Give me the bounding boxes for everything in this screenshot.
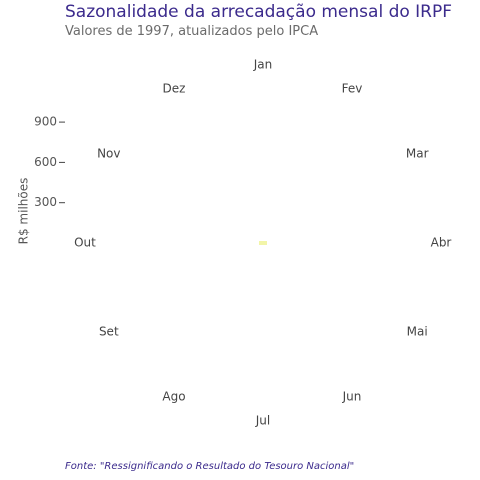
chart-title: Sazonalidade da arrecadação mensal do IR… (65, 2, 453, 22)
y-tick-label-300: 300 (34, 195, 57, 209)
month-label-fev: Fev (342, 81, 363, 95)
y-axis-title: R$ milhões (17, 178, 31, 245)
month-label-ago: Ago (162, 390, 185, 404)
month-label-jul: Jul (255, 414, 270, 428)
month-label-nov: Nov (97, 147, 120, 161)
month-label-jun: Jun (342, 390, 362, 404)
center-marker (259, 241, 267, 245)
center-marker-group (259, 241, 267, 245)
source-caption: Fonte: "Ressignificando o Resultado do T… (65, 461, 355, 472)
month-label-out: Out (74, 236, 96, 250)
y-tick-label-900: 900 (34, 115, 57, 129)
month-label-jan: Jan (253, 58, 273, 72)
month-label-abr: Abr (431, 236, 452, 250)
y-tick-label-600: 600 (34, 155, 57, 169)
month-label-dez: Dez (163, 81, 186, 95)
chart-subtitle: Valores de 1997, atualizados pelo IPCA (65, 24, 319, 39)
month-label-mai: Mai (407, 325, 428, 339)
month-labels: Jan Fev Mar Abr Mai Jun Jul Ago Set Out Nov Dez (74, 58, 451, 428)
month-label-mar: Mar (406, 147, 429, 161)
y-axis: 300 600 900 R$ milhões (17, 115, 65, 245)
month-label-set: Set (99, 325, 119, 339)
